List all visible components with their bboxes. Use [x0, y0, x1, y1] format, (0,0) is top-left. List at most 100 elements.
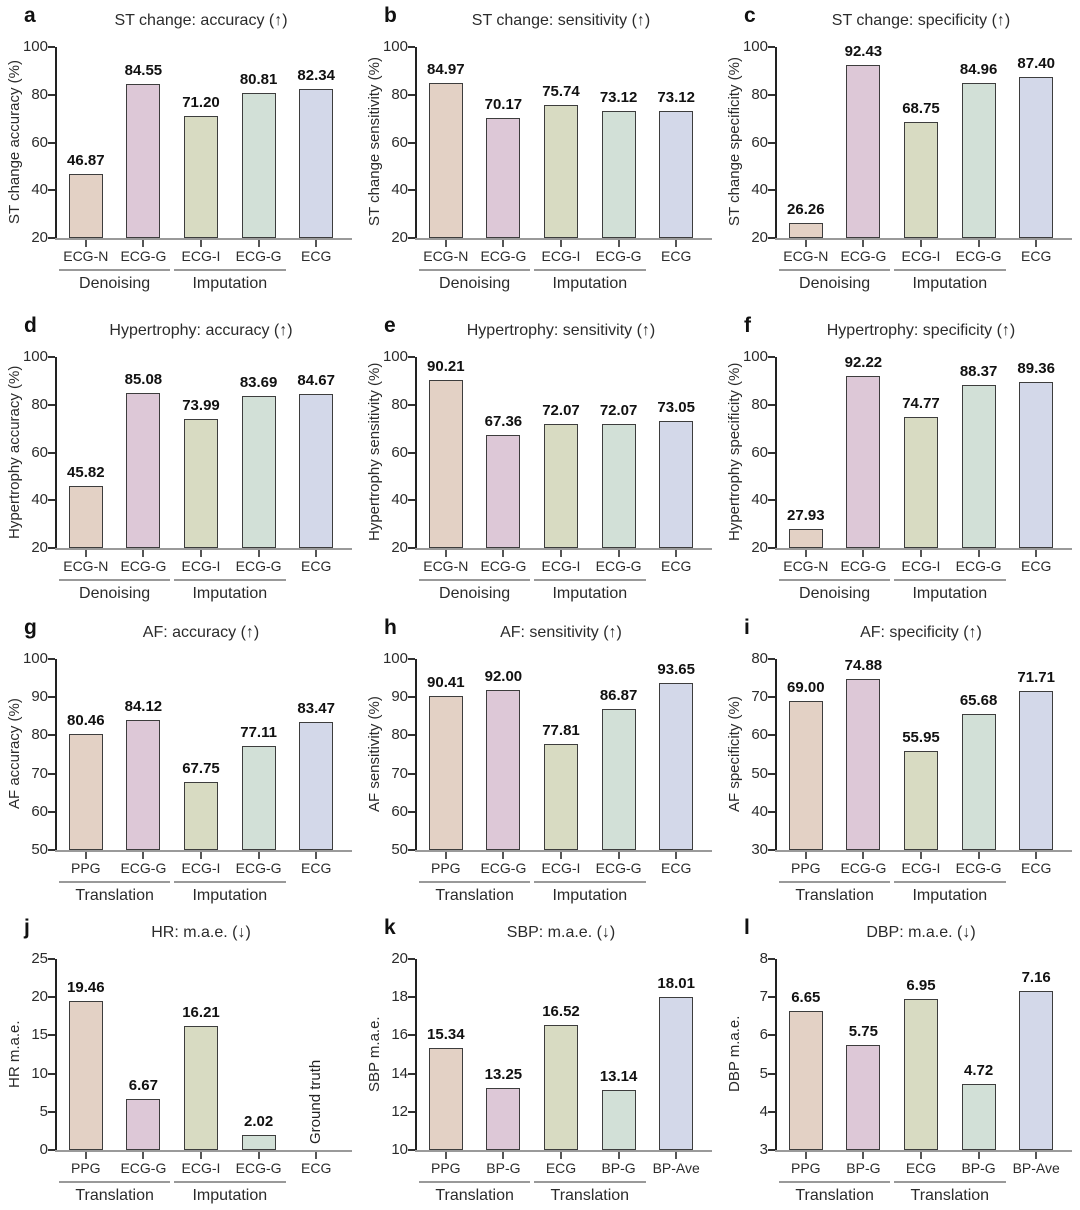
- bar-value-label: 87.40: [1017, 55, 1055, 73]
- bar-ecg-g: [486, 118, 521, 238]
- chart-title: ST change: specificity (↑): [831, 12, 1011, 29]
- y-axis-line: [775, 659, 777, 852]
- y-tick-label: 100: [382, 650, 408, 667]
- bar-value-label: 68.75: [902, 99, 940, 117]
- x-tick-label: ECG-I: [901, 558, 941, 574]
- bar-value-label: 80.46: [67, 711, 105, 729]
- group-underline: [534, 881, 646, 883]
- bar-ecg-n: [68, 486, 103, 548]
- bar-value-label: 6.95: [906, 977, 936, 995]
- x-tick-label: ECG-G: [235, 248, 282, 264]
- x-tick-mark: [804, 1152, 807, 1159]
- y-tick-mark: [768, 237, 775, 239]
- y-tick-mark: [768, 451, 775, 454]
- bar-value-label: 86.87: [599, 687, 638, 705]
- bar-value-label: 16.21: [182, 1004, 220, 1022]
- chart-title: Hypertrophy: accuracy (↑): [109, 322, 293, 339]
- bar-value-label: 77.81: [542, 721, 580, 739]
- x-tick-label: BP-Ave: [652, 1160, 700, 1176]
- x-tick-label: ECG-G: [840, 558, 887, 574]
- y-tick-mark: [48, 996, 55, 999]
- bar-ecg-g: [241, 395, 276, 548]
- x-tick-label: ECG-G: [235, 558, 282, 574]
- group-label: Denoising: [79, 275, 151, 292]
- group-underline: [534, 1181, 646, 1183]
- x-tick-mark: [502, 852, 505, 859]
- bar-ecg-g: [241, 92, 276, 238]
- x-axis-line: [415, 1150, 712, 1152]
- y-tick-mark: [408, 696, 415, 699]
- bar-value-label: 83.47: [297, 700, 335, 718]
- x-tick-label: ECG: [301, 248, 332, 264]
- bar-value-label: 84.96: [959, 60, 998, 78]
- x-tick-mark: [920, 550, 922, 557]
- bar-ecg-i: [904, 121, 938, 238]
- bar-ecg-i: [184, 419, 218, 548]
- y-tick-label: 100: [382, 38, 408, 55]
- bar-ecg: [299, 89, 334, 238]
- x-tick-label: PPG: [431, 1160, 461, 1176]
- panel-c: c ST change: specificity (↑) ST change spe…: [720, 0, 1080, 310]
- x-tick-label: ECG-G: [595, 558, 642, 574]
- y-tick-label: 0: [39, 1141, 48, 1158]
- bar-ecg-i: [544, 743, 578, 850]
- y-tick-mark: [408, 499, 415, 502]
- bar-ecg: [659, 421, 694, 548]
- panel-e: e Hypertrophy: sensitivity (↑) Hypertrophy…: [360, 310, 720, 612]
- bar-bp-g: [846, 1044, 881, 1150]
- x-tick-mark: [977, 1152, 980, 1159]
- chart-title: ST change: sensitivity (↑): [471, 12, 651, 29]
- bar-ecg-n: [428, 82, 463, 238]
- bar-ppg: [788, 1010, 823, 1150]
- panel-letter: j: [24, 916, 30, 939]
- x-tick-mark: [257, 852, 260, 859]
- bar-ecg-g: [241, 1134, 276, 1150]
- x-tick-label: ECG-I: [541, 558, 581, 574]
- y-tick-mark: [48, 1034, 55, 1037]
- x-tick-label: ECG-G: [955, 558, 1002, 574]
- y-tick-mark: [768, 734, 775, 737]
- y-tick-label: 30: [751, 841, 768, 858]
- bar-value-label: 2.02: [243, 1112, 274, 1130]
- x-tick-mark: [862, 852, 865, 859]
- chart-title: HR: m.a.e. (↓): [151, 924, 251, 941]
- panel-a: a ST change: accuracy (↑) ST change accura…: [0, 0, 360, 310]
- bar-ecg: [1019, 382, 1054, 548]
- bar-value-label: 73.12: [599, 89, 638, 107]
- x-tick-label: ECG: [545, 1160, 577, 1176]
- x-tick-label: BP-G: [486, 1160, 521, 1176]
- x-tick-mark: [142, 240, 145, 247]
- x-tick-mark: [617, 852, 620, 859]
- x-axis-line: [415, 850, 712, 852]
- y-axis-line: [775, 959, 777, 1152]
- y-tick-mark: [408, 189, 415, 192]
- bar-value-label: 69.00: [787, 679, 825, 697]
- y-tick-label: 4: [759, 1102, 768, 1120]
- y-tick-label: 70: [31, 764, 48, 782]
- y-tick-label: 80: [751, 395, 768, 413]
- bar-ecg-i: [184, 115, 218, 238]
- group-label: Imputation: [192, 1187, 268, 1204]
- bar-ecg-n: [68, 173, 103, 238]
- y-tick-mark: [408, 958, 415, 960]
- y-tick-mark: [48, 958, 55, 960]
- x-tick-mark: [502, 1152, 505, 1159]
- group-label: Translation: [435, 887, 514, 904]
- x-tick-label: PPG: [791, 860, 821, 876]
- y-tick-label: 60: [31, 802, 48, 820]
- group-label: Translation: [795, 1187, 874, 1204]
- bar-ecg: [904, 999, 938, 1150]
- y-tick-label: 40: [751, 802, 768, 820]
- y-tick-label: 100: [382, 348, 408, 365]
- bar-ppg: [68, 733, 103, 850]
- chart-title: SBP: m.a.e. (↓): [506, 924, 616, 941]
- bar-ecg-g: [601, 111, 636, 238]
- bar-ecg: [299, 393, 334, 548]
- y-tick-mark: [768, 1149, 775, 1151]
- x-tick-mark: [862, 1152, 865, 1159]
- y-tick-mark: [408, 141, 415, 144]
- x-axis-line: [775, 548, 1072, 550]
- x-tick-mark: [84, 852, 87, 859]
- group-underline: [894, 1181, 1006, 1183]
